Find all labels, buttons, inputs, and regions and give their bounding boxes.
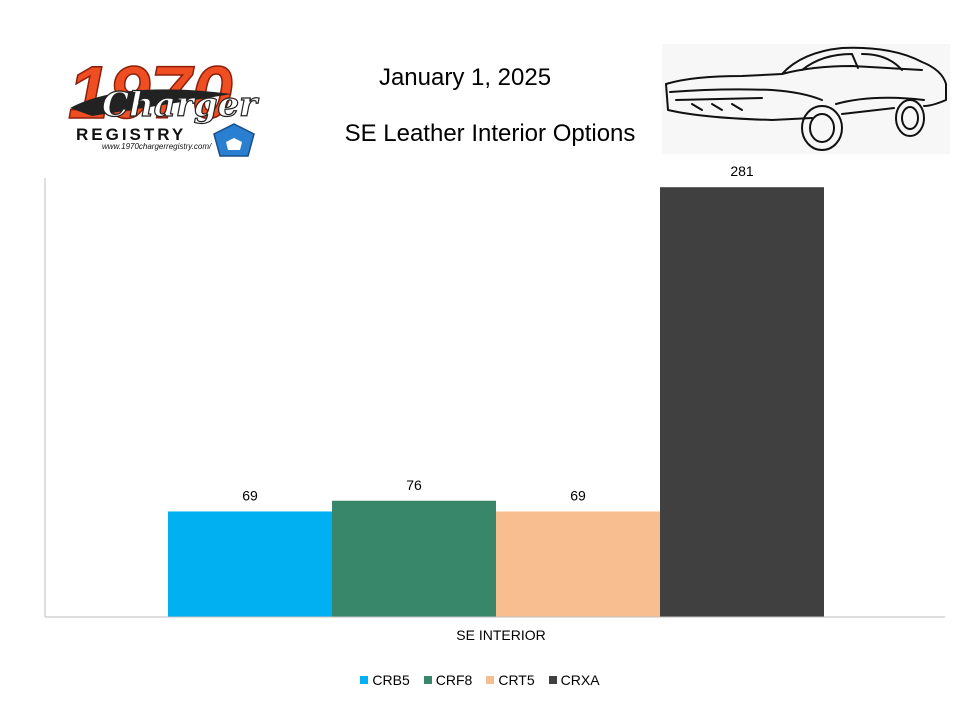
legend-swatch — [486, 676, 495, 684]
data-label-crxa: 281 — [730, 163, 754, 179]
legend-label: CRB5 — [372, 672, 410, 688]
logo-swoosh — [70, 89, 232, 116]
report-date: January 1, 2025 — [378, 64, 552, 91]
chart-title: SE Leather Interior Options — [344, 120, 636, 147]
legend-swatch — [548, 676, 557, 684]
legend-item-crt5: CRT5 — [486, 672, 535, 688]
legend-label: CRF8 — [435, 672, 473, 688]
data-label-crt5: 69 — [570, 487, 586, 503]
chart-legend: CRB5 CRF8 CRT5 CRXA — [0, 672, 960, 688]
bar-crb5 — [168, 511, 332, 617]
legend-label: CRT5 — [498, 672, 535, 688]
logo-sub: REGISTRY — [76, 125, 186, 144]
bar-group — [168, 187, 824, 617]
legend-item-crxa: CRXA — [548, 672, 600, 688]
data-label-crf8: 76 — [406, 477, 422, 493]
legend-item-crf8: CRF8 — [423, 672, 473, 688]
legend-swatch — [423, 676, 432, 684]
legend-item-crb5: CRB5 — [360, 672, 410, 688]
pentastar-inner-icon — [226, 138, 242, 150]
legend-label: CRXA — [560, 672, 600, 688]
bar-crf8 — [332, 500, 496, 617]
logo-script: Charger — [102, 85, 259, 125]
bar-crxa — [660, 187, 824, 617]
bar-crt5 — [496, 511, 660, 617]
registry-logo: 1970 Charger REGISTRY www.1970chargerreg… — [67, 50, 260, 157]
legend-swatch — [360, 676, 369, 684]
data-label-crb5: 69 — [242, 487, 258, 503]
data-label-group: 69 76 69 281 — [242, 163, 754, 503]
charger-car-sketch — [662, 44, 950, 154]
x-tick-label: SE INTERIOR — [456, 627, 545, 643]
logo-url: www.1970chargerregistry.com/ — [102, 142, 212, 151]
